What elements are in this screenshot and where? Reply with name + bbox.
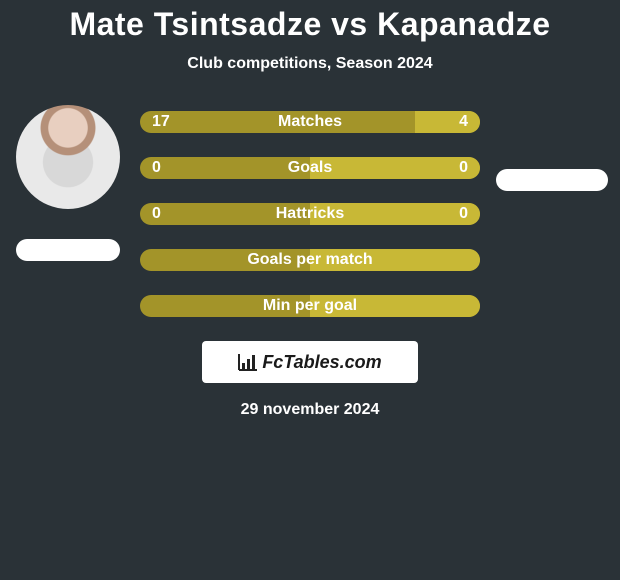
stat-bar-label: Min per goal [140,297,480,315]
stat-bar-value-left: 0 [152,205,161,223]
player-right-avatar-placeholder [500,105,604,129]
stat-bar-value-right: 4 [459,113,468,131]
bar-chart-icon [238,353,258,371]
player-left-name-pill [16,239,120,261]
player-left-column [8,105,128,261]
player-right-name-pill [496,169,608,191]
stat-bar: Matches17 4 [140,111,480,133]
page-title: Mate Tsintsadze vs Kapanadze [0,0,620,43]
attribution-text: FcTables.com [262,352,381,373]
player-left-avatar [16,105,120,209]
player-right-column [492,105,612,191]
stat-bar-label: Goals [140,159,480,177]
stat-bar: Goals per match [140,249,480,271]
attribution-box: FcTables.com [202,341,418,383]
stat-bar-value-right: 0 [459,205,468,223]
stat-bars: Matches174Goals00Hattricks00Goals per ma… [140,111,480,317]
stat-bar: Min per goal [140,295,480,317]
date-text: 29 november 2024 [0,401,620,419]
stat-bar: Hattricks0 0 [140,203,480,225]
page-subtitle: Club competitions, Season 2024 [0,55,620,73]
stat-bar: Goals0 0 [140,157,480,179]
stat-bar-label: Hattricks [140,205,480,223]
stat-bar-label: Goals per match [140,251,480,269]
stat-bar-label: Matches [140,113,480,131]
stat-bar-value-right: 0 [459,159,468,177]
comparison-panel: Matches174Goals00Hattricks00Goals per ma… [0,111,620,317]
stat-bar-value-left: 0 [152,159,161,177]
stat-bar-value-left: 17 [152,113,170,131]
